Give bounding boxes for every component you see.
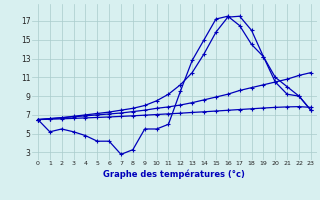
X-axis label: Graphe des températures (°c): Graphe des températures (°c) bbox=[103, 169, 245, 179]
